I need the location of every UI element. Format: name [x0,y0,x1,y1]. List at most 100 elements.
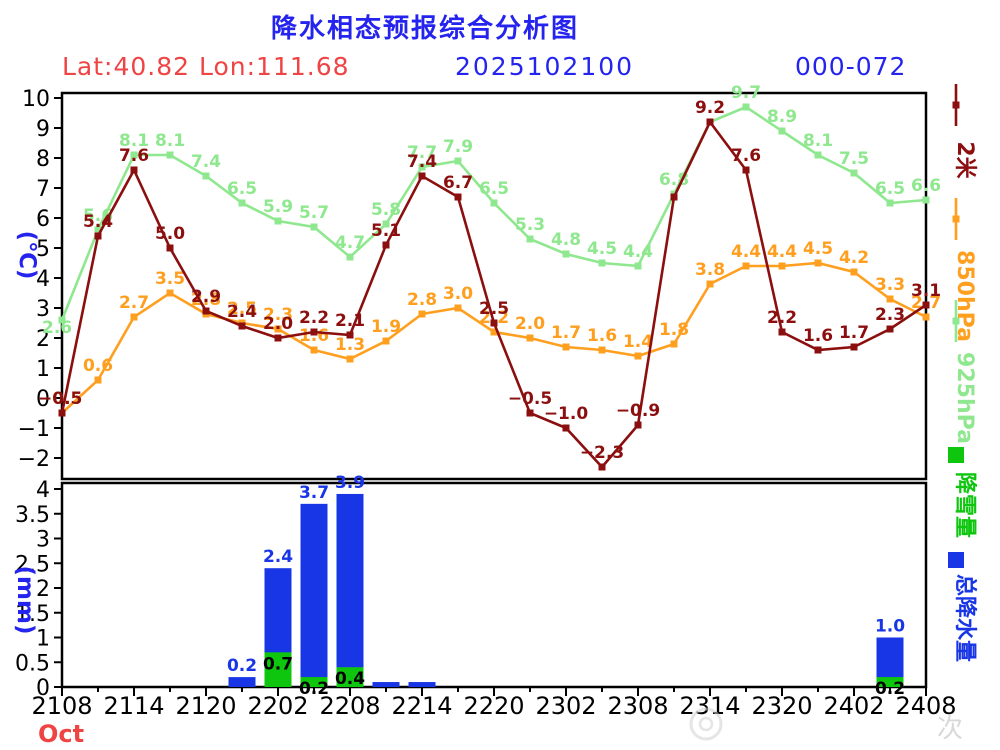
series-value-label: 1.8 [659,320,689,340]
init-time-label: 2025102100 [455,52,635,81]
series-925hPa: 2.65.68.1 8.17.46.55.9 5.74.75.87.7 7.96.55… [42,83,941,338]
series-marker [562,424,570,432]
series-value-label: 2.8 [191,290,221,310]
series-value-label: 7.6 [119,146,149,166]
series-marker [166,244,174,252]
series-marker [814,151,822,159]
series-value-label: 2.2 [479,308,509,328]
series-value-label: 7.4 [191,152,221,172]
series-value-label: 3.3 [875,275,905,295]
series-value-label: 4.4 [731,242,761,262]
legend-item-2米: 2米 [952,84,977,180]
axis-titles: (℃) (mm) [12,231,40,635]
series-value-label: 7.4 [407,152,437,172]
series-marker [922,196,930,204]
series-marker [634,352,642,360]
series-marker [814,346,822,354]
series-value-label: 3.1 [911,281,941,301]
snowfall-bar [300,677,328,687]
series-value-label: 9.7 [731,83,761,103]
series-value-label: −1.0 [544,404,589,424]
total-precip-value-label: 2.4 [263,547,293,567]
y-tick-label: 3 [36,297,50,322]
location-label: Lat:40.82 Lon:111.68 [62,52,350,81]
series-value-label: 5.8 [371,200,401,220]
series-value-label: 8.9 [767,107,797,127]
series-value-label: 8.1 [119,131,149,151]
total-precip-value-label: 3.7 [299,483,329,503]
series-value-label: 1.7 [551,323,581,343]
series-value-label: 6.5 [227,179,257,199]
series-marker [850,169,858,177]
x-tick-label: 2314 [679,692,740,720]
watermark-swirl-icon [689,707,723,741]
series-marker [778,262,786,270]
total-precip-bar [372,682,400,687]
series-marker [490,199,498,207]
y-tick-label: 7 [36,177,50,202]
y-tick-label: 9 [36,117,50,142]
legend-marker [952,317,960,325]
series-marker [382,241,390,249]
series-value-label: −0.5 [508,389,552,409]
y-tick-label: 2.5 [15,552,50,577]
x-tick-label: 2408 [895,692,956,720]
series-marker [706,280,714,288]
series-value-label: 2.9 [191,287,221,307]
series-marker [274,334,282,342]
series-value-label: 2.3 [263,305,293,325]
y-tick-label: 4 [36,478,50,503]
y-tick-label: 3 [36,528,50,553]
series-marker [526,409,534,417]
series-value-label: −0.9 [616,401,660,421]
x-tick-label: 2402 [823,692,884,720]
precip-panel-frame [60,481,928,689]
series-value-label: 7.6 [731,146,761,166]
series-value-label: −2.3 [580,443,624,463]
series-marker [922,313,930,321]
x-tick-label: 2208 [319,692,380,720]
y-tick-label: 2 [36,327,50,352]
series-value-label: 9.2 [695,98,725,118]
series-value-label: 0.6 [83,356,113,376]
legend-item-降雪量: 降雪量 [948,447,977,538]
series-marker [706,118,714,126]
total-precip-bar [408,682,436,687]
series-marker [850,268,858,276]
series-marker [58,409,66,417]
series-marker [94,226,102,234]
y-tick-label: 1.5 [15,602,50,627]
series-value-label: 2.2 [299,308,329,328]
temperature-axis-title: (℃) [14,231,40,280]
series-value-label: 2.0 [263,314,293,334]
series-marker [94,232,102,240]
snowfall-bar [336,667,364,687]
x-axis: 2108 2114 2120 2202 2208 2214 2220 2302 2308 2314… [31,687,957,748]
legend-item-总降水量: 总降水量 [948,552,978,662]
y-tick-label: 10 [22,87,50,112]
series-marker [166,289,174,297]
series-value-label: 6.5 [875,179,905,199]
series-marker [310,223,318,231]
series-marker [58,316,66,324]
series-value-label: −0.5 [38,389,82,409]
series-marker [742,262,750,270]
series-marker [454,304,462,312]
y-tick-label: 0 [36,387,50,412]
total-precip-value-label: 1.0 [875,617,905,637]
precip-y-axis: 43.532.521.510.50 [15,478,62,701]
series-2米: −0.5 5.4 7.6 5.0 2.9 2.4 2.0 2.2 2.1 5.1 7.4 6.7 2.5… [38,98,941,471]
watermark-swirl-inner-icon [698,716,714,732]
series-marker [670,193,678,201]
series-value-label: 4.7 [335,233,365,253]
total-precip-bar [336,493,364,687]
y-tick-label: 5 [36,237,50,262]
series-value-label: 1.4 [623,332,653,352]
series-value-label: 1.6 [803,326,833,346]
temperature-panel-frame [60,91,928,481]
series-value-label: 6.8 [659,170,689,190]
legend-label: 总降水量 [952,574,978,662]
